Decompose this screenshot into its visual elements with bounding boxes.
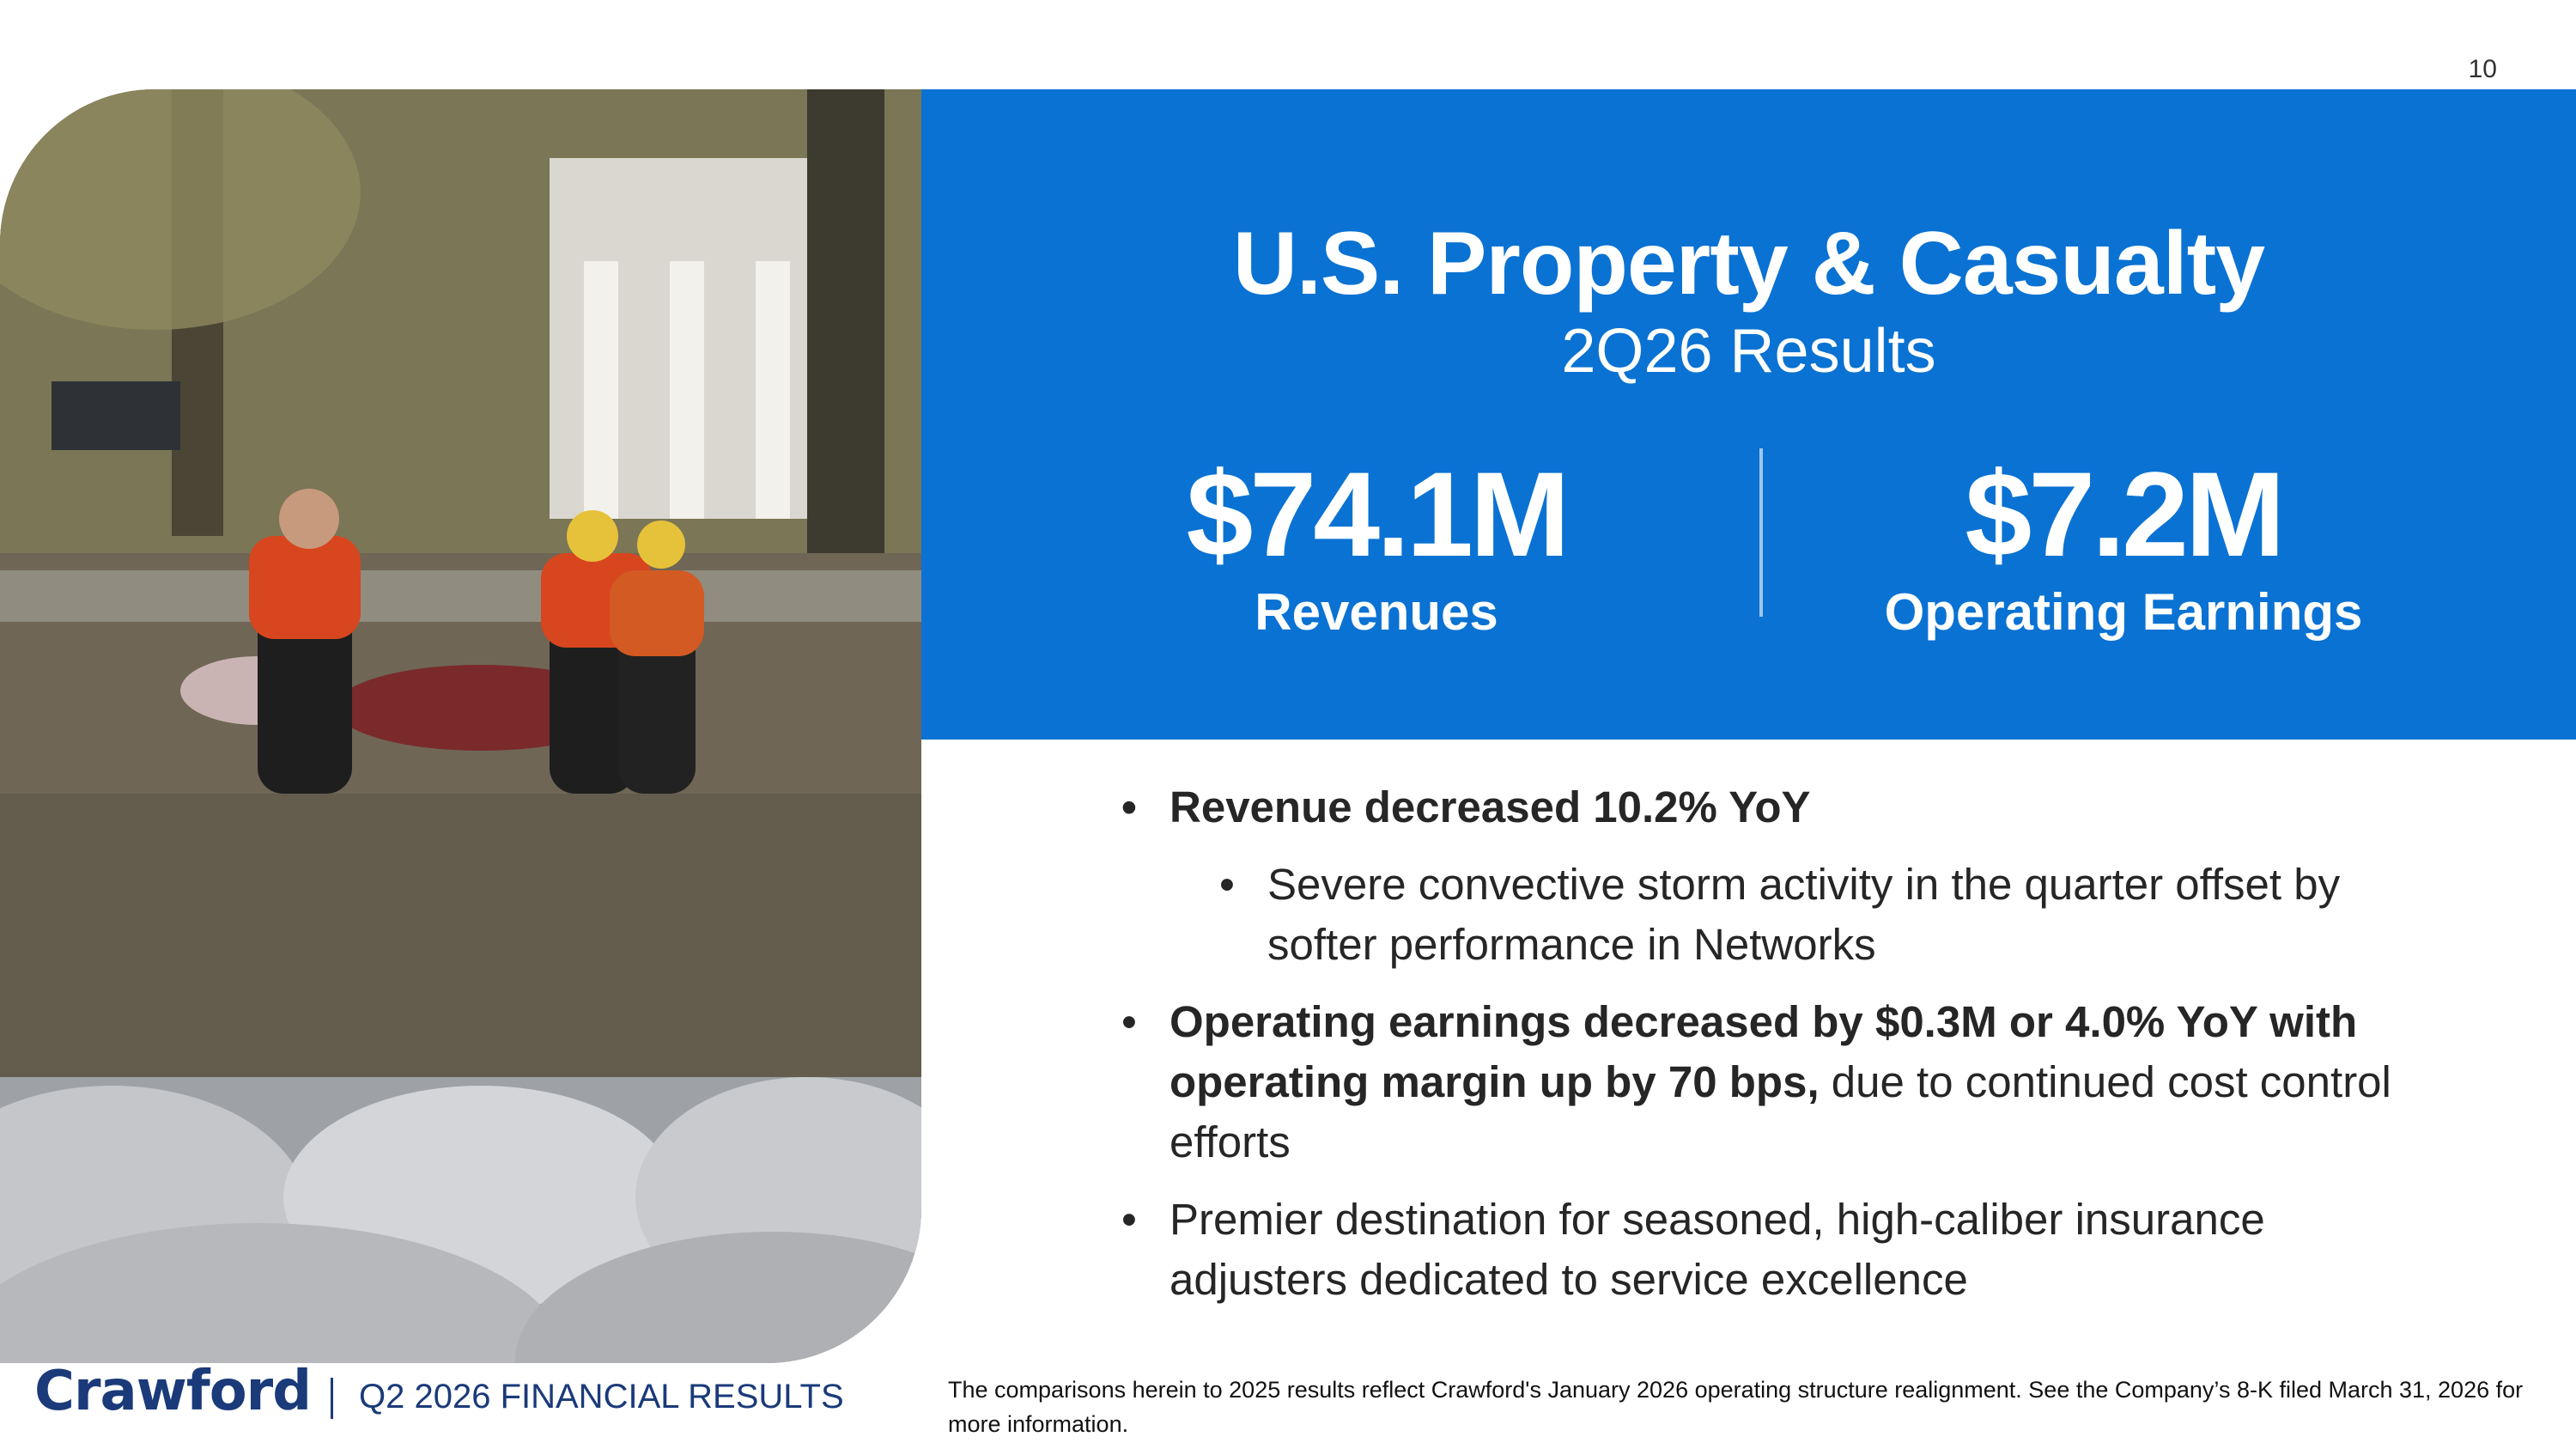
page-number: 10 — [2468, 55, 2497, 83]
bullet-operating-earnings-bold: Operating earnings decreased by $0.3M or… — [1170, 997, 2358, 1106]
period-subtitle: 2Q26 Results — [1561, 317, 1936, 386]
revenue-label: Revenues — [1255, 583, 1498, 641]
operating-earnings-value: $7.2M — [1965, 447, 2285, 581]
crawford-logo: Crawford — [34, 1360, 312, 1423]
bullet-talent: Premier destination for seasoned, high-c… — [1121, 1190, 2423, 1310]
segment-title: U.S. Property & Casualty — [1232, 214, 2265, 314]
bullet-revenue: Revenue decreased 10.2% YoY — [1121, 777, 2423, 837]
footnote: The comparisons herein to 2025 results r… — [948, 1377, 2524, 1437]
bullet-operating-earnings-rest: due to continued cost control efforts — [1170, 1057, 2391, 1166]
revenue-metric: $74.1M Revenues — [1170, 450, 1583, 642]
flood-rescue-photo — [0, 89, 921, 1363]
revenue-value: $74.1M — [1186, 447, 1571, 581]
results-header-panel: U.S. Property & Casualty 2Q26 Results $7… — [921, 89, 2576, 740]
metric-divider — [1759, 448, 1763, 617]
bullet-operating-earnings: Operating earnings decreased by $0.3M or… — [1121, 992, 2423, 1172]
operating-earnings-metric: $7.2M Operating Earnings — [1849, 450, 2398, 642]
operating-earnings-label: Operating Earnings — [1884, 583, 2363, 641]
footer-separator — [331, 1378, 333, 1419]
bullet-revenue-detail: Severe convective storm activity in the … — [1219, 855, 2423, 975]
highlights-list: Revenue decreased 10.2% YoY Severe conve… — [1121, 777, 2423, 1327]
footer-report-label: Q2 2026 FINANCIAL RESULTS — [359, 1378, 844, 1416]
